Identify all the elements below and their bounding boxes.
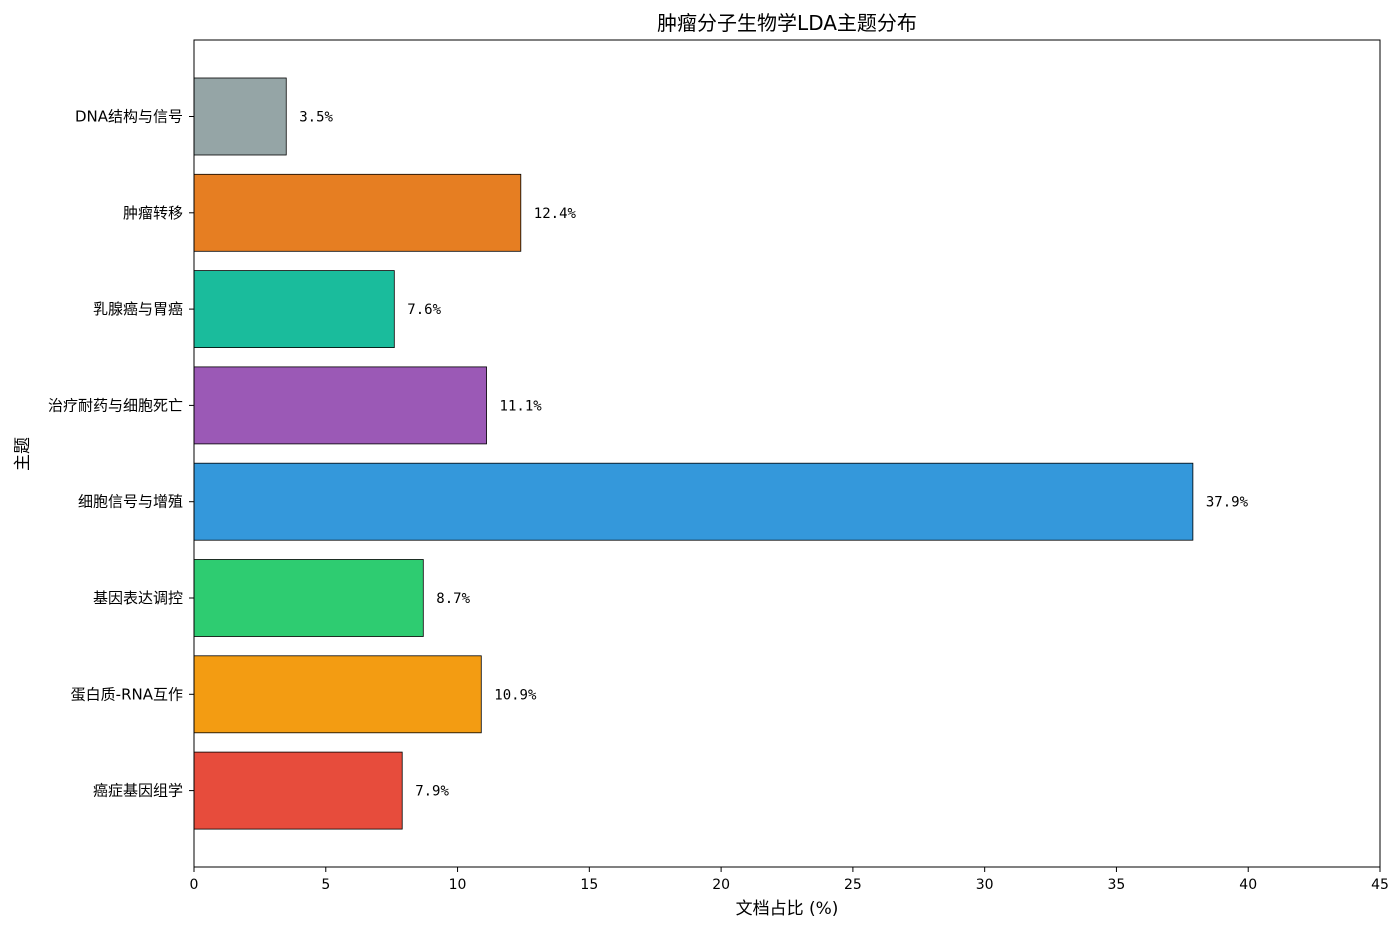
- category-labels: DNA结构与信号肿瘤转移乳腺癌与胃癌治疗耐药与细胞死亡细胞信号与增殖基因表达调控…: [48, 108, 194, 800]
- bar: [193, 77, 287, 156]
- bar-value-label: 37.9%: [1206, 495, 1249, 511]
- x-tick-label: 0: [190, 877, 199, 893]
- y-axis-label: 主题: [13, 437, 33, 471]
- chart-title: 肿瘤分子生物学LDA主题分布: [657, 11, 917, 35]
- bar: [193, 173, 522, 252]
- category-label: 细胞信号与增殖: [78, 493, 183, 511]
- x-tick-label: 20: [712, 877, 730, 893]
- category-label: 蛋白质-RNA互作: [71, 685, 183, 703]
- bar: [193, 366, 487, 445]
- plot-frame: [193, 39, 1381, 868]
- x-tick-label: 5: [321, 877, 330, 893]
- bar-value-label: 7.6%: [407, 302, 441, 318]
- category-label: 基因表达调控: [93, 589, 183, 607]
- x-tick-label: 25: [844, 877, 862, 893]
- x-axis-ticks: 0 5 10 15 20 25 30 35 40 45: [190, 867, 1389, 893]
- x-tick-label: 45: [1371, 877, 1389, 893]
- bar: [193, 270, 395, 349]
- bars-group: 3.5% 12.4% 7.6% 11.1% 37.9% 8.7% 10.9% 7.9%: [193, 77, 1249, 830]
- bar: [193, 462, 1194, 541]
- bar: [193, 655, 482, 734]
- bar-value-label: 11.1%: [500, 398, 543, 414]
- x-tick-label: 35: [1108, 877, 1126, 893]
- category-label: DNA结构与信号: [75, 108, 183, 126]
- category-label: 治疗耐药与细胞死亡: [48, 396, 183, 414]
- bar-value-label: 7.9%: [415, 784, 449, 800]
- category-label: 肿瘤转移: [123, 204, 183, 222]
- bar-value-label: 12.4%: [534, 206, 577, 222]
- category-label: 癌症基因组学: [93, 782, 183, 800]
- x-tick-label: 15: [580, 877, 598, 893]
- x-tick-label: 40: [1239, 877, 1257, 893]
- category-label: 乳腺癌与胃癌: [93, 300, 183, 318]
- bar-value-label: 10.9%: [494, 687, 537, 703]
- x-axis-label: 文档占比 (%): [736, 899, 839, 919]
- bar-value-label: 3.5%: [299, 110, 333, 126]
- bar: [193, 751, 403, 830]
- bar-value-label: 8.7%: [436, 591, 470, 607]
- bar: [193, 559, 424, 637]
- x-tick-label: 10: [449, 877, 467, 893]
- x-tick-label: 30: [976, 877, 994, 893]
